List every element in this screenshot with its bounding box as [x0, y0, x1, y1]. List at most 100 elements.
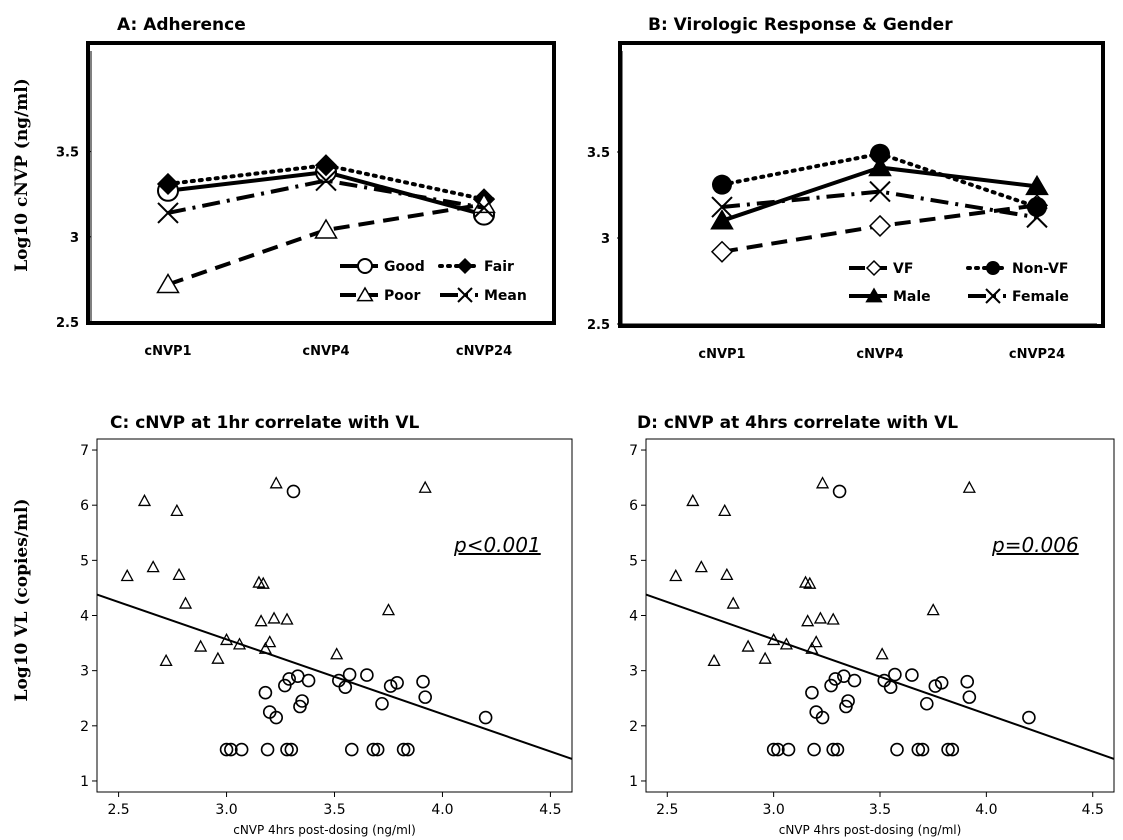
panel-a-data-point-shape — [156, 172, 180, 196]
panel-c-triangle-point — [263, 635, 277, 648]
panel-d-circle-point — [888, 667, 902, 682]
panel-c-circle-point — [286, 484, 301, 499]
panel-c-triangle-point — [159, 653, 173, 667]
panel-a-legend-marker-shape — [456, 257, 474, 275]
panel-b-data-point — [1027, 197, 1047, 218]
panel-b-data-point-shape — [868, 155, 892, 177]
panel-c-y-tick-label: 7 — [80, 443, 89, 459]
panel-a-legend-marker — [357, 258, 373, 274]
panel-d-y-tick-label: 5 — [629, 553, 638, 569]
panel-a-legend-marker-shape — [356, 286, 374, 302]
panel-a-data-point — [314, 218, 338, 239]
panel-d-circle-point — [960, 674, 975, 689]
panel-b-data-point-shape-b — [711, 196, 733, 218]
panel-c-x-tick-label: 4.5 — [539, 802, 561, 818]
panel-c-circle-point — [366, 742, 381, 757]
panel-d-triangle-point — [767, 632, 781, 646]
panel-b-series-line — [721, 189, 1038, 220]
panel-b-y-tick-label: 2.5 — [587, 318, 610, 333]
panel-d-p-value: p=0.006 — [991, 533, 1079, 557]
panel-a-y-tick-label: 3 — [70, 231, 79, 246]
panel-c-y-tick-label: 6 — [80, 498, 89, 514]
panel-d-x-tick-label: 2.5 — [656, 802, 678, 818]
panel-b-data-point — [870, 143, 890, 164]
panel-c-y-tick-label: 2 — [80, 719, 89, 735]
panel-a-x-tick-label: cNVP4 — [302, 344, 349, 359]
panel-a-data-point-shape-b — [473, 197, 495, 219]
panel-c-triangle-point — [178, 596, 193, 609]
panel-d-title: D: cNVP at 4hrs correlate with VL — [637, 413, 958, 433]
panel-a-data-point — [315, 169, 337, 192]
panel-c-circle-point — [401, 742, 415, 757]
panel-d-circle-point — [781, 742, 796, 757]
panel-b-y-tick-label: 3.5 — [587, 146, 610, 161]
panel-d-triangle-point — [779, 637, 793, 650]
panel-d-circle-point — [905, 668, 919, 682]
panel-c-circle-point — [342, 667, 357, 682]
panel-d-circle-point — [771, 742, 785, 757]
panel-b-frame — [618, 41, 1105, 328]
panel-d-triangle-point — [962, 480, 976, 493]
panel-d-circle-point — [841, 694, 855, 708]
panel-b-legend-marker — [985, 288, 1001, 304]
panel-c-triangle-point — [418, 480, 432, 493]
panel-a-data-point — [473, 197, 495, 219]
panel-b-data-point-shape — [710, 240, 734, 263]
panel-b-legend-marker-shape — [865, 287, 883, 303]
panel-d-x-tick-label: 3.5 — [869, 802, 891, 818]
panel-b-legend-label: VF — [893, 261, 913, 277]
panel-b-data-point-shape-b — [1026, 206, 1048, 229]
panel-a-data-point — [314, 154, 338, 177]
panel-c-triangle-point — [170, 503, 184, 517]
panel-c-x-tick-label: 3.5 — [323, 802, 345, 818]
panel-a-data-point — [157, 202, 179, 224]
panel-b-data-point — [1026, 206, 1048, 229]
panel-d-y-tick-label: 7 — [629, 443, 638, 459]
panel-a-series-line — [167, 202, 485, 287]
panel-d-triangle-point — [720, 567, 734, 581]
y-axis-label-top: Log10 cNVP (ng/ml) — [12, 78, 32, 272]
panel-c-x-tick-label: 2.5 — [107, 802, 129, 818]
panel-c-circle-point — [375, 696, 389, 711]
panel-d-triangle-point — [726, 596, 740, 609]
panel-b-legend-marker-shape-b — [985, 288, 1001, 304]
panel-d-triangle-point — [686, 493, 700, 507]
panel-b-data-point-shape — [1025, 174, 1049, 196]
panel-d-circle-point — [883, 680, 898, 695]
panel-c-circle-point — [390, 675, 404, 690]
panel-c-circle-point — [278, 678, 292, 693]
y-axis-label-bottom: Log10 VL (copies/ml) — [12, 499, 32, 702]
panel-c-triangle-point — [211, 651, 225, 664]
panel-d-circle-point — [830, 742, 845, 757]
panel-b-data-point — [710, 240, 734, 263]
panel-c-circle-point — [396, 742, 411, 757]
panel-a-data-point — [156, 172, 180, 196]
panel-c-circle-point — [416, 674, 430, 689]
panel-a-frame — [86, 41, 556, 325]
panel-d-circle-point — [928, 679, 943, 693]
panel-c-triangle-point — [172, 567, 186, 581]
panel-d-circle-point — [826, 742, 841, 757]
panel-a-legend-label: Good — [384, 259, 425, 275]
panel-d-triangle-point — [815, 476, 830, 489]
panel-d-circle-point — [934, 675, 949, 690]
panel-b-data-point — [710, 209, 734, 230]
panel-c-triangle-point — [280, 612, 294, 625]
panel-d-y-tick-label: 1 — [629, 774, 638, 790]
panel-a-x-tick-label: cNVP24 — [456, 344, 512, 359]
panel-c-frame — [96, 438, 573, 793]
panel-c-triangle-point — [381, 603, 396, 616]
panel-b-data-point-shape-b — [869, 180, 891, 203]
panel-b-data-point-shape — [870, 143, 890, 164]
panel-d-circle-point — [1022, 710, 1036, 725]
panel-b-legend-marker-shape — [865, 259, 883, 277]
panel-a-legend-marker — [456, 257, 474, 275]
panel-a-data-point-shape-b — [315, 169, 337, 192]
panel-c-circle-point — [269, 710, 284, 725]
panel-d-triangle-point — [809, 635, 823, 648]
panel-c-circle-point — [418, 690, 432, 704]
panel-c-circle-point — [282, 672, 296, 686]
panel-d-triangle-point — [718, 503, 732, 517]
panel-b-legend-marker — [865, 287, 883, 303]
